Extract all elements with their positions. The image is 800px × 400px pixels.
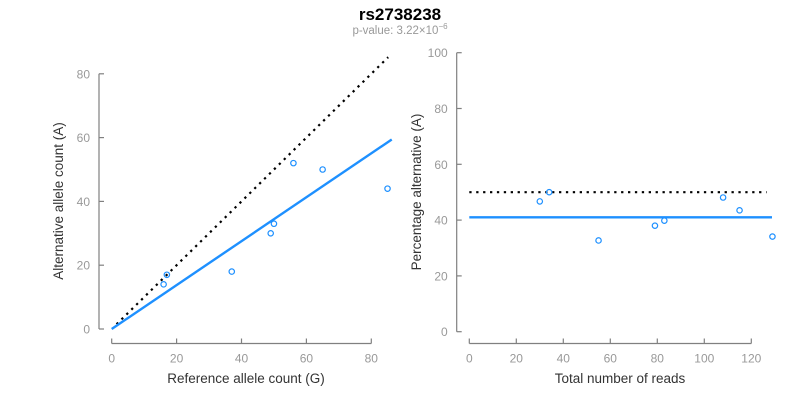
panel-percentage-vs-reads: 0 20 40 60 80 100 120 0 20 40 60 80 100 (428, 46, 776, 366)
x-tick-label: 0 (108, 352, 115, 366)
x-tick-label: 100 (694, 352, 714, 366)
y-tick-label: 80 (434, 102, 448, 116)
data-point (228, 268, 236, 275)
x-tick-label: 60 (300, 352, 314, 366)
x-tick-label: 20 (170, 352, 184, 366)
x-tick-label: 40 (235, 352, 249, 366)
y-tick-label: 20 (434, 269, 448, 283)
p-value-exponent: −6 (438, 22, 448, 32)
fit-line (111, 138, 393, 330)
y-tick-label: 100 (428, 46, 448, 60)
data-point (384, 185, 391, 192)
figure-title: rs2738238 (358, 5, 442, 24)
data-point (736, 207, 743, 214)
y-tick-label: 0 (441, 325, 448, 339)
x-axis-title-right: Total number of reads (555, 371, 686, 386)
x-tick-label: 0 (466, 352, 473, 366)
y-tick-label: 60 (77, 131, 91, 145)
x-tick-label: 60 (604, 352, 618, 366)
y-tick-label: 60 (434, 158, 448, 172)
data-point (595, 237, 602, 244)
y-axis-title-left: Alternative allele count (A) (51, 122, 66, 280)
x-tick-label: 80 (651, 352, 665, 366)
data-point (267, 230, 275, 237)
figure-subtitle: p-value: 3.22×10−6 (0, 22, 800, 37)
x-tick-label: 40 (557, 352, 571, 366)
y-tick-label: 80 (77, 67, 91, 81)
data-point (536, 198, 544, 205)
panel-allele-counts: 0 20 40 60 80 0 20 40 60 80 (77, 56, 393, 366)
data-point (163, 271, 171, 279)
y-tick-label: 0 (83, 323, 90, 337)
y-axis-title-right: Percentage alternative (A) (409, 114, 424, 271)
y-tick-label: 20 (77, 259, 91, 273)
identity-line (115, 56, 389, 325)
data-point (545, 188, 553, 196)
x-tick-label: 120 (741, 352, 761, 366)
data-point (719, 194, 727, 201)
data-point (769, 233, 776, 240)
x-axis-title-left: Reference allele count (G) (167, 371, 325, 386)
data-point (651, 222, 659, 229)
y-tick-label: 40 (434, 214, 448, 228)
y-tick-label: 40 (77, 195, 91, 209)
x-tick-label: 80 (365, 352, 379, 366)
data-point (661, 217, 668, 224)
x-tick-label: 20 (510, 352, 524, 366)
data-point (160, 281, 167, 288)
p-value-text: p-value: 3.22×10 (352, 25, 439, 37)
data-point (290, 159, 297, 167)
data-point (270, 220, 278, 228)
data-point (319, 166, 326, 173)
